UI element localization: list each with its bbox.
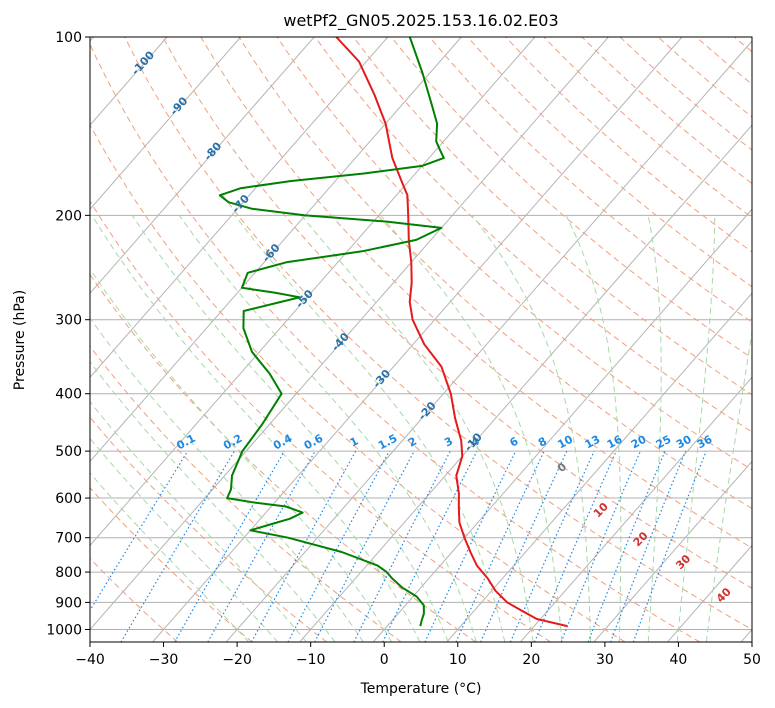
isotherm-line xyxy=(90,37,242,210)
isotherm-line xyxy=(593,460,752,642)
mixing-ratio-line xyxy=(250,450,357,642)
isotherm-line xyxy=(372,208,752,642)
x-tick-label: 40 xyxy=(670,652,688,668)
isotherm-line xyxy=(90,37,389,379)
moist-adiabat-line xyxy=(647,215,662,642)
dry-adiabat-line xyxy=(200,37,752,549)
mixing-ratio-label: 30 xyxy=(674,433,694,452)
plot-area: 0.1 0.2 0.4 0.6 1 1.5 2 3 4 6 8 10 13 16 20 25 30 36-100-… xyxy=(90,37,752,642)
y-tick-label: 500 xyxy=(55,444,82,460)
x-axis-title: Temperature (°C) xyxy=(360,681,482,697)
isotherm-line xyxy=(519,376,752,642)
mixing-ratio-label: 10 xyxy=(555,433,575,452)
isotherm-line xyxy=(90,37,315,295)
y-tick-label: 900 xyxy=(55,595,82,611)
x-tick-label: 10 xyxy=(449,652,467,668)
mixing-ratio-line xyxy=(480,450,568,642)
isotherm-line xyxy=(90,37,536,547)
y-tick-label: 400 xyxy=(55,387,82,403)
dry-adiabat-line xyxy=(124,37,752,631)
dry-adiabat-line xyxy=(90,273,477,642)
mixing-ratio-label: 20 xyxy=(629,433,649,452)
mixing-ratio-line xyxy=(587,450,666,642)
y-tick-label: 200 xyxy=(55,208,82,224)
moist-adiabat-line xyxy=(705,329,752,642)
mixing-ratio-label: 13 xyxy=(583,433,603,452)
pressure-grid xyxy=(90,37,752,630)
moist-adiabat-lines xyxy=(90,215,752,642)
y-tick-label: 700 xyxy=(55,531,82,547)
dewpoint-line xyxy=(218,37,445,627)
sounding-series xyxy=(218,37,568,628)
x-tick-label: −10 xyxy=(296,652,326,668)
mixing-ratio-line xyxy=(382,450,478,642)
mixing-ratio-label: 36 xyxy=(695,433,715,452)
axes: −40 −30 −20 −10 0 10 20 30 40 50 100 200 300 400 500 60… xyxy=(46,30,761,668)
moist-adiabat-line xyxy=(676,215,716,642)
plot-frame xyxy=(89,36,753,643)
x-tick-label: −40 xyxy=(75,652,105,668)
mixing-ratio-line xyxy=(632,450,707,642)
moist-adiabat-line xyxy=(380,215,563,642)
isotherm-line xyxy=(152,37,683,642)
isotherm-lines xyxy=(90,37,752,642)
mixing-ratio-line xyxy=(207,450,316,642)
dry-adiabat-line xyxy=(90,200,551,642)
moist-adiabat-line xyxy=(90,317,364,642)
mixing-ratio-line xyxy=(90,450,189,612)
x-tick-label: 0 xyxy=(380,652,389,668)
dry-adiabat-line xyxy=(90,416,328,642)
dry-adiabat-line xyxy=(90,487,253,642)
dry-adiabat-line xyxy=(276,37,752,471)
y-tick-label: 300 xyxy=(55,313,82,329)
mixing-ratio-line xyxy=(509,450,595,642)
mixing-ratio-lines xyxy=(90,450,707,642)
mixing-ratio-line xyxy=(610,450,687,642)
moist-adiabat-line xyxy=(90,400,307,642)
moist-adiabat-line xyxy=(565,215,622,642)
moist-adiabat-line xyxy=(90,268,393,642)
temperature-line xyxy=(335,37,568,628)
moist-adiabat-line xyxy=(90,472,250,642)
mixing-ratio-label: 16 xyxy=(605,433,625,452)
x-tick-label: 30 xyxy=(596,652,614,668)
mixing-ratio-line xyxy=(560,450,641,642)
mixing-ratio-line xyxy=(353,450,451,642)
dry-adiabat-line xyxy=(90,345,402,642)
x-tick-label: 20 xyxy=(522,652,540,668)
dry-adiabat-line xyxy=(90,557,179,642)
isotherm-line xyxy=(90,37,462,463)
dry-adiabat-line xyxy=(162,37,752,589)
x-tick-label: 50 xyxy=(743,652,761,668)
mixing-ratio-label: 25 xyxy=(654,433,674,452)
y-tick-label: 100 xyxy=(55,30,82,46)
isotherm-line xyxy=(446,292,752,642)
dry-adiabat-line xyxy=(467,37,752,288)
isotherm-line xyxy=(225,40,752,642)
mixing-ratio-line xyxy=(534,450,617,642)
y-tick-label: 1000 xyxy=(46,623,82,639)
chart-title: wetPf2_GN05.2025.153.16.02.E03 xyxy=(283,11,558,31)
x-tick-label: −30 xyxy=(149,652,179,668)
moist-adiabat-line xyxy=(234,215,506,642)
y-tick-label: 600 xyxy=(55,491,82,507)
y-tick-label: 800 xyxy=(55,565,82,581)
mixing-ratio-line xyxy=(287,450,390,642)
moist-adiabat-line xyxy=(472,215,592,642)
y-axis-title: Pressure (hPa) xyxy=(12,290,28,390)
moist-adiabat-line xyxy=(300,215,534,642)
moist-adiabat-line xyxy=(131,215,449,642)
dry-adiabat-lines xyxy=(90,37,752,642)
isotherm-line xyxy=(90,37,609,631)
x-tick-label: −20 xyxy=(222,652,252,668)
dry-adiabat-line xyxy=(238,37,752,510)
dry-adiabat-line xyxy=(314,37,752,433)
